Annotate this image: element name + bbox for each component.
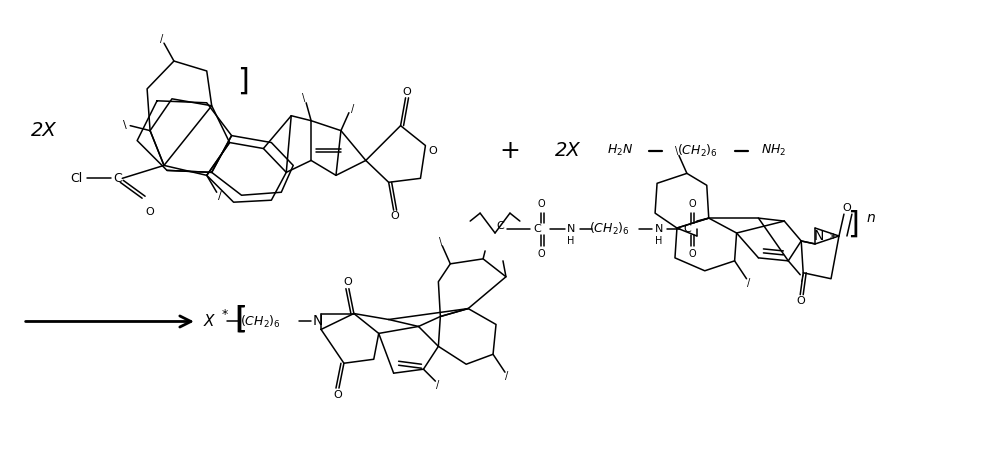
Text: /: / xyxy=(351,104,354,114)
Text: H: H xyxy=(655,236,663,246)
Text: N: N xyxy=(313,314,323,329)
Text: /: / xyxy=(801,273,804,283)
Text: O: O xyxy=(538,199,546,209)
Text: $NH_2$: $NH_2$ xyxy=(761,143,787,158)
Text: O: O xyxy=(428,146,437,156)
Text: O: O xyxy=(390,211,399,221)
Text: \: \ xyxy=(675,147,679,157)
Text: 2X: 2X xyxy=(31,121,57,140)
Text: O: O xyxy=(344,277,352,287)
Text: +: + xyxy=(500,139,520,163)
Text: H: H xyxy=(567,236,574,246)
Text: C: C xyxy=(683,224,691,234)
Text: \: \ xyxy=(302,93,305,103)
Text: X: X xyxy=(204,314,214,329)
Text: [: [ xyxy=(236,305,247,334)
Text: /: / xyxy=(505,371,509,381)
Text: C: C xyxy=(496,221,504,231)
Text: /: / xyxy=(218,191,222,201)
Text: /: / xyxy=(747,278,750,288)
Text: $(CH_2)_6$: $(CH_2)_6$ xyxy=(677,142,718,158)
Text: /: / xyxy=(436,380,439,390)
Text: \: \ xyxy=(123,120,127,130)
Text: N: N xyxy=(566,224,575,234)
Text: ]: ] xyxy=(847,210,859,239)
Text: Cl: Cl xyxy=(70,172,82,185)
Text: O: O xyxy=(843,203,851,213)
Text: O: O xyxy=(688,199,696,209)
Text: 2X: 2X xyxy=(555,141,580,160)
Text: N: N xyxy=(814,229,824,243)
Text: /: / xyxy=(160,34,164,44)
Text: O: O xyxy=(402,87,411,97)
Text: \: \ xyxy=(439,237,442,247)
Text: $(CH_2)_6$: $(CH_2)_6$ xyxy=(240,313,280,329)
Text: *: * xyxy=(830,233,836,245)
Text: O: O xyxy=(688,249,696,259)
Text: C: C xyxy=(113,172,122,185)
Text: *: * xyxy=(222,308,228,321)
Text: $H_2N$: $H_2N$ xyxy=(607,143,634,158)
Text: O: O xyxy=(797,296,806,306)
Text: ]: ] xyxy=(237,66,248,95)
Text: C: C xyxy=(533,224,541,234)
Text: [: [ xyxy=(235,305,246,334)
Text: O: O xyxy=(146,207,154,217)
Text: N: N xyxy=(655,224,663,234)
Text: $(CH_2)_6$: $(CH_2)_6$ xyxy=(589,221,630,237)
Text: O: O xyxy=(538,249,546,259)
Text: n: n xyxy=(867,211,876,225)
Text: O: O xyxy=(334,390,342,400)
